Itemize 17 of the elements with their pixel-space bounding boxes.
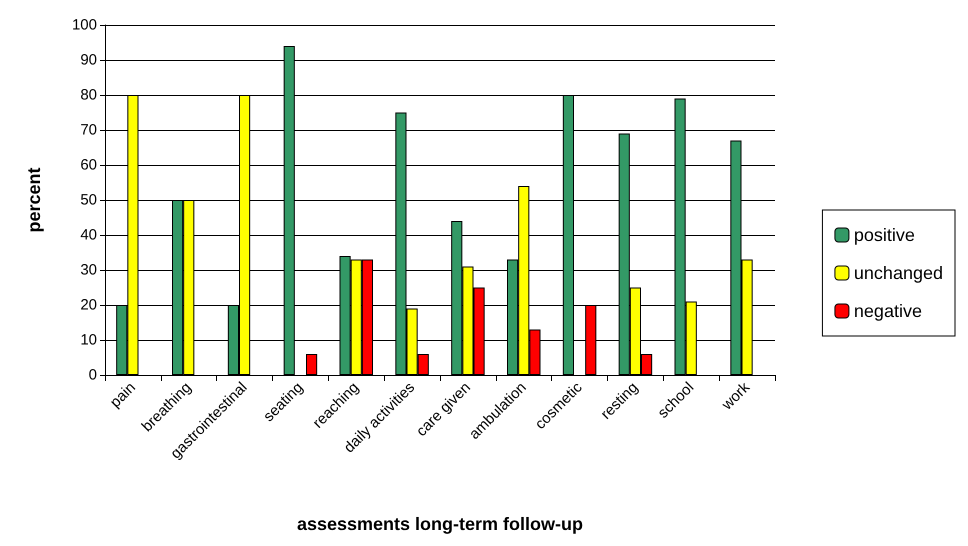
legend-label: unchanged [854,263,944,283]
y-tick-label: 80 [80,86,97,104]
y-tick-label: 40 [80,226,97,244]
y-axis-title: percent [24,167,44,233]
y-tick-label: 100 [72,16,97,34]
y-tick-label: 0 [88,366,97,384]
bar [306,354,318,375]
y-tick-label: 70 [80,122,97,138]
y-tick-label: 30 [80,262,97,278]
y-tick-label: 90 [80,52,97,68]
legend-label: negative [854,301,922,321]
x-axis-title: assessments long-term follow-up [296,514,584,534]
y-tick-label: 50 [80,192,97,208]
y-tick-label: 10 [80,332,97,348]
y-tick-label: 20 [80,296,97,314]
y-tick-label: 60 [80,156,97,174]
legend-label: positive [854,225,915,245]
